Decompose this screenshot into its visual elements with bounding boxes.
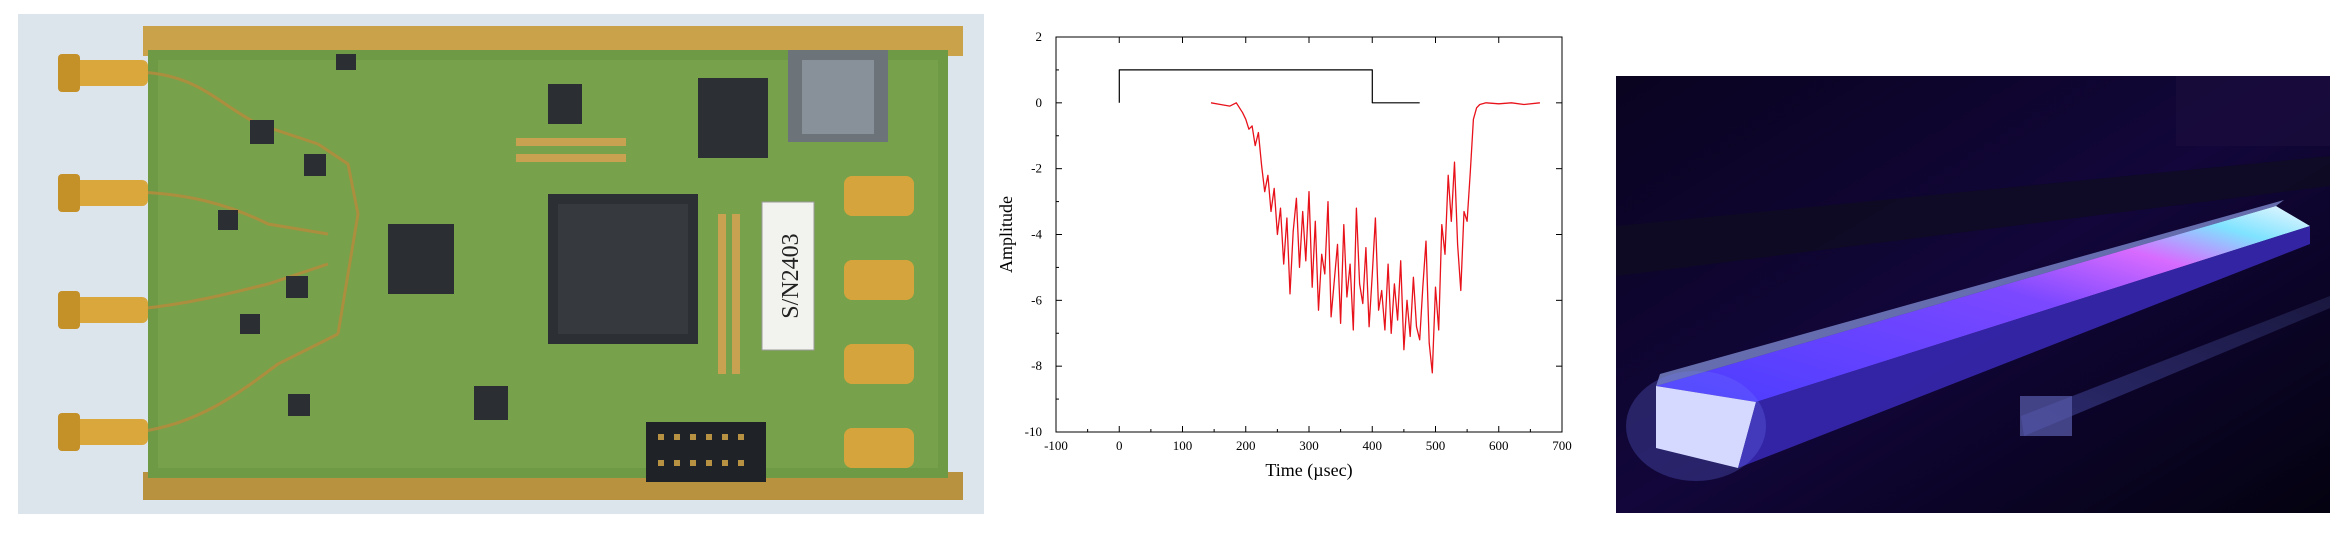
x-tick-label: 400 — [1363, 438, 1383, 453]
x-tick-label: 500 — [1426, 438, 1446, 453]
y-tick-label: -2 — [1031, 161, 1042, 176]
pin-header — [646, 422, 766, 482]
y-tick-label: -8 — [1031, 358, 1042, 373]
scintillator-bar — [1656, 206, 2310, 402]
y-tick-label: -10 — [1025, 424, 1042, 439]
y-axis-label: Amplitude — [996, 196, 1016, 273]
y-tick-label: -4 — [1031, 227, 1042, 242]
plot-frame — [1055, 36, 1563, 433]
glowing-bar-photo — [1616, 76, 2330, 513]
chart-svg: -100 0 100 200 300 400 500 600 700 2 0 -2 -4 -6 -8 -10 T… — [996, 29, 1572, 481]
x-tick-label: 0 — [1116, 438, 1123, 453]
chip-fpga-small — [388, 224, 454, 294]
y-tick-label: -6 — [1031, 292, 1042, 307]
secondary-chip — [698, 78, 768, 158]
amplitude-chart: -100 0 100 200 300 400 500 600 700 2 0 -2 -4 -6 -8 -10 T… — [996, 14, 1608, 519]
secondary-bar — [2021, 296, 2330, 436]
bar-end-face — [1656, 386, 1756, 468]
serial-number-label: S/N2403 — [778, 233, 804, 318]
x-tick-label: 600 — [1489, 438, 1509, 453]
serial-label-sticker: S/N2403 — [761, 201, 815, 351]
x-tick-label: 300 — [1299, 438, 1319, 453]
pcb-board-photo: S/N2403 — [18, 14, 984, 514]
y-tick-label: 0 — [1036, 95, 1043, 110]
series-line-1 — [1210, 102, 1540, 374]
x-tick-label: -100 — [1044, 438, 1068, 453]
y-tick-label: 2 — [1036, 29, 1043, 44]
pcb-board-illustration: S/N2403 — [18, 14, 984, 514]
x-tick-label: 700 — [1552, 438, 1572, 453]
x-tick-label: 200 — [1236, 438, 1256, 453]
sma-connectors-left — [58, 54, 148, 451]
x-axis-label: Time (µsec) — [1265, 460, 1352, 481]
series-line-0 — [1118, 69, 1420, 104]
x-tick-label: 100 — [1173, 438, 1193, 453]
glowing-bar-illustration — [1616, 76, 2330, 513]
sma-connectors-right — [844, 176, 914, 468]
